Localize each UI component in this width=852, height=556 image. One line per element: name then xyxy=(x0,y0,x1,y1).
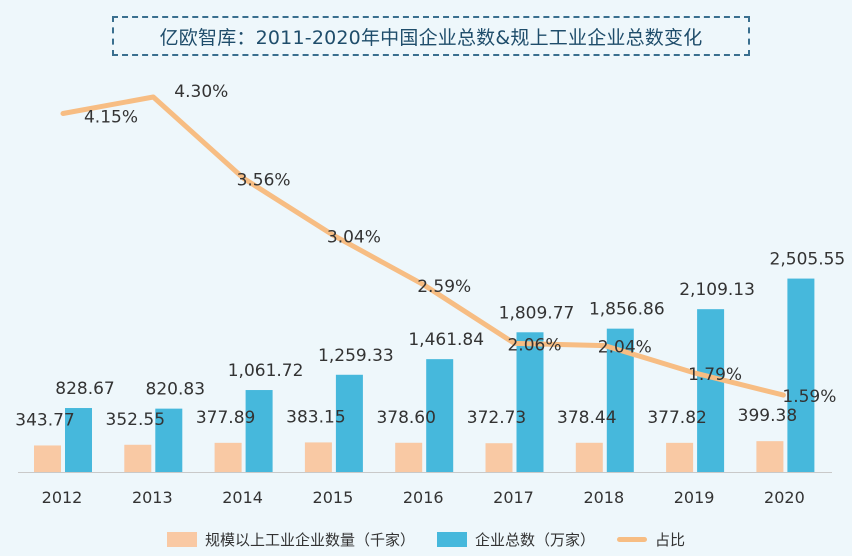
bar-total-2019 xyxy=(697,309,725,472)
legend-swatch-total xyxy=(436,531,467,547)
label-ratio-2016: 2.59% xyxy=(417,277,471,297)
legend-item-ratio: 占比 xyxy=(617,529,685,550)
label-industrial-2018: 378.44 xyxy=(557,408,616,428)
label-industrial-2015: 383.15 xyxy=(286,407,345,427)
bar-industrial-2016 xyxy=(395,442,423,472)
bar-industrial-2014 xyxy=(214,442,242,472)
label-ratio-2012: 4.15% xyxy=(84,108,138,128)
label-industrial-2019: 377.82 xyxy=(647,408,706,428)
bar-total-2012 xyxy=(65,408,92,472)
bar-total-2013 xyxy=(155,408,183,472)
label-total-2014: 1,061.72 xyxy=(228,361,304,381)
ratio-line xyxy=(60,94,786,398)
bar-industrial-2018 xyxy=(575,442,603,472)
label-industrial-2012: 343.77 xyxy=(15,410,74,430)
label-total-2016: 1,461.84 xyxy=(408,330,484,350)
legend-label-total: 企业总数（万家） xyxy=(474,530,595,549)
label-ratio-2020: 1.59% xyxy=(782,387,836,407)
label-total-2012: 828.67 xyxy=(55,379,114,399)
bar-industrial-2017 xyxy=(485,443,513,472)
x-tick-2012: 2012 xyxy=(42,488,83,507)
label-ratio-2014: 3.56% xyxy=(237,170,291,190)
chart-title: 亿欧智库：2011-2020年中国企业总数&规上工业企业总数变化 xyxy=(112,16,750,56)
label-ratio-2019: 1.79% xyxy=(688,365,742,385)
label-industrial-2014: 377.89 xyxy=(196,408,255,428)
bar-total-2014 xyxy=(245,390,273,472)
bar-total-2015 xyxy=(335,374,363,472)
label-industrial-2013: 352.55 xyxy=(106,410,165,430)
x-tick-2017: 2017 xyxy=(493,488,534,507)
bar-total-2016 xyxy=(426,359,454,472)
label-total-2019: 2,109.13 xyxy=(679,280,755,300)
legend-item-industrial: 规模以上工业企业数量（千家） xyxy=(166,529,415,550)
label-ratio-2017: 2.06% xyxy=(507,335,561,355)
legend: 规模以上工业企业数量（千家） 企业总数（万家） 占比 xyxy=(0,527,852,551)
bar-total-2020 xyxy=(787,278,815,472)
label-total-2018: 1,856.86 xyxy=(589,300,665,320)
label-ratio-2015: 3.04% xyxy=(327,228,381,248)
bar-industrial-2020 xyxy=(756,441,784,472)
bar-total-2017 xyxy=(516,332,544,472)
label-total-2015: 1,259.33 xyxy=(318,346,394,366)
legend-item-total: 企业总数（万家） xyxy=(436,529,595,550)
x-tick-2016: 2016 xyxy=(403,488,444,507)
legend-label-ratio: 占比 xyxy=(655,530,686,549)
label-total-2013: 820.83 xyxy=(146,380,205,400)
label-industrial-2020: 399.38 xyxy=(738,406,797,426)
legend-swatch-ratio xyxy=(617,536,647,542)
label-ratio-2013: 4.30% xyxy=(174,82,228,102)
bar-industrial-2013 xyxy=(124,444,152,472)
label-industrial-2017: 372.73 xyxy=(467,408,526,428)
x-tick-2020: 2020 xyxy=(764,488,805,507)
legend-swatch-industrial xyxy=(166,531,197,547)
x-tick-2018: 2018 xyxy=(583,488,624,507)
bar-industrial-2019 xyxy=(666,442,694,472)
label-total-2017: 1,809.77 xyxy=(499,303,575,323)
x-tick-2013: 2013 xyxy=(132,488,173,507)
bar-industrial-2015 xyxy=(304,442,332,472)
label-industrial-2016: 378.60 xyxy=(376,408,435,428)
legend-label-industrial: 规模以上工业企业数量（千家） xyxy=(204,530,415,549)
x-tick-2015: 2015 xyxy=(313,488,354,507)
x-tick-2019: 2019 xyxy=(674,488,715,507)
label-total-2020: 2,505.55 xyxy=(770,250,846,270)
x-tick-2014: 2014 xyxy=(222,488,263,507)
label-ratio-2018: 2.04% xyxy=(598,338,652,358)
bar-industrial-2012 xyxy=(34,445,61,472)
